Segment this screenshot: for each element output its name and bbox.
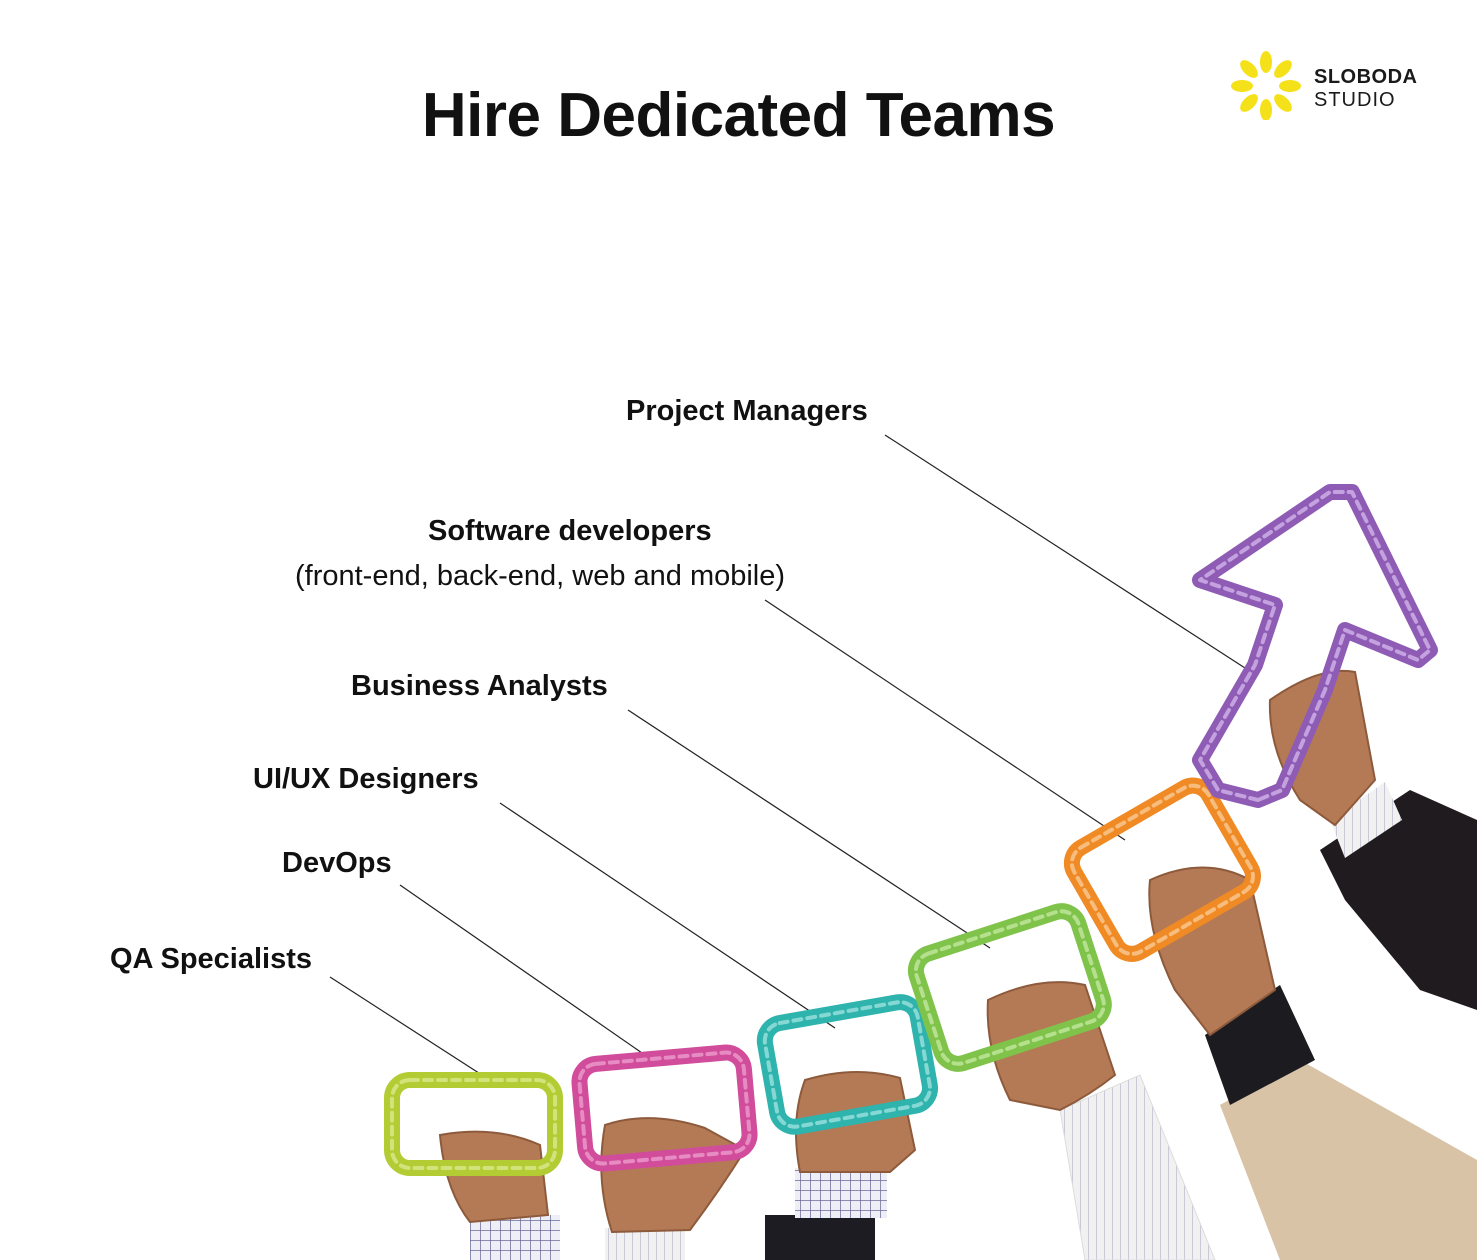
leader-line-uiux-designers [499, 802, 836, 1029]
brand-logo: SLOBODA STUDIO [1226, 50, 1436, 121]
flower-icon [1231, 51, 1301, 121]
rope-uiux [756, 994, 938, 1135]
role-devops: DevOps [282, 847, 392, 879]
leader-line-devops [399, 884, 656, 1063]
role-software-developers-detail: (front-end, back-end, web and mobile) [295, 560, 786, 592]
leader-line-qa [329, 976, 486, 1078]
role-uiux-designers: UI/UX Designers [253, 763, 479, 795]
leader-line-business-analysts [627, 709, 991, 949]
sleeves [470, 782, 1477, 1260]
brand-name: SLOBODA [1314, 66, 1418, 88]
leader-lines [329, 434, 1246, 1078]
role-software-developers: Software developers [428, 515, 712, 547]
leader-line-software-developers [764, 599, 1126, 841]
rope-loops [384, 484, 1438, 1176]
leader-line-project-managers [884, 434, 1246, 669]
page-title: Hire Dedicated Teams [421, 81, 1056, 150]
brand-subname: STUDIO [1314, 89, 1396, 111]
role-qa-specialists: QA Specialists [110, 943, 313, 975]
role-project-managers: Project Managers [626, 395, 868, 427]
role-business-analysts: Business Analysts [351, 670, 608, 702]
